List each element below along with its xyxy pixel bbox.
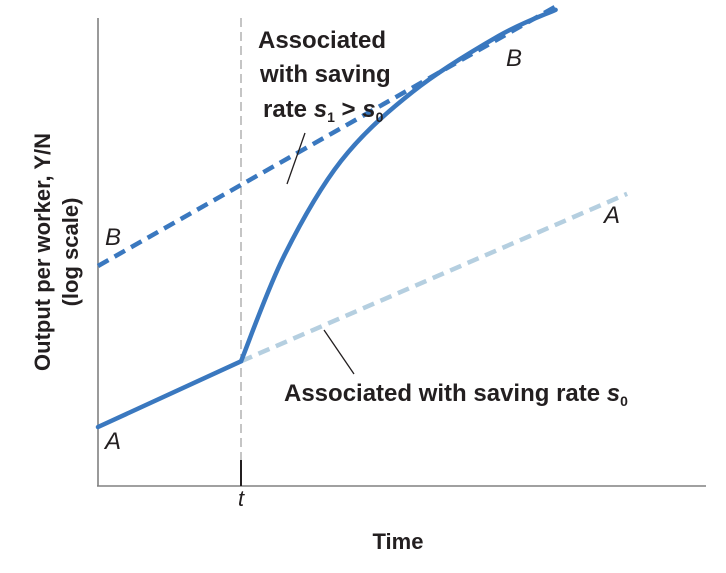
x-tick-label-t: t: [238, 486, 245, 511]
lower-annotation-leader: [323, 329, 355, 375]
lower-annotation-text: Associated with saving rate: [284, 380, 607, 407]
rate-word: rate: [263, 96, 314, 123]
upper-annotation-line3: rate s1 > s0: [263, 96, 384, 125]
label-a-right: A: [602, 202, 620, 229]
lower-s0-subscript: 0: [620, 393, 628, 409]
label-b-left: B: [105, 224, 121, 251]
s0-subscript: 0: [376, 109, 384, 125]
lower-annotation: Associated with saving rate s0: [284, 380, 628, 409]
transition-curve: [238, 7, 558, 364]
lower-s0-symbol: s: [607, 380, 620, 407]
upper-annotation-line2: with saving: [259, 61, 391, 88]
y-axis-title-line1: Output per worker, Y/N: [30, 133, 55, 371]
y-axis-title-line2: (log scale): [58, 198, 83, 307]
s1-subscript: 1: [327, 109, 335, 125]
label-b-right: B: [506, 45, 522, 72]
gt-symbol: >: [335, 96, 362, 123]
upper-annotation-line1: Associated: [258, 27, 386, 54]
x-axis-title: Time: [373, 529, 424, 554]
upper-annotation-leader: [286, 132, 306, 185]
series-a-dashed-line: [240, 191, 628, 364]
s0-symbol: s: [362, 96, 375, 123]
series-a-solid-line: [95, 359, 244, 430]
label-a-left: A: [103, 428, 121, 455]
s1-symbol: s: [314, 96, 327, 123]
